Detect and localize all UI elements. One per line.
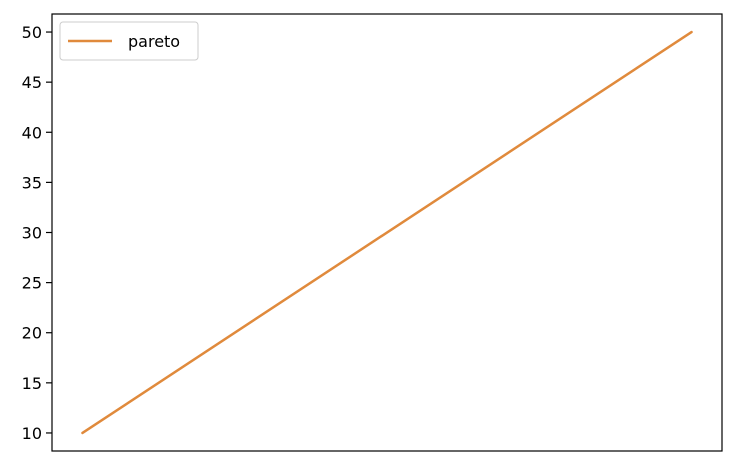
y-tick-label: 10 [22, 424, 42, 443]
series-line-pareto [81, 30, 693, 435]
y-tick-label: 40 [22, 123, 42, 142]
y-tick-label: 20 [22, 324, 42, 343]
plot-frame [51, 13, 723, 452]
y-tick-label: 25 [22, 274, 42, 293]
y-tick-label: 45 [22, 73, 42, 92]
series-layer [81, 30, 693, 435]
legend: pareto [59, 21, 199, 61]
y-tick-label: 30 [22, 224, 42, 243]
y-axis-ticks: 10 15 20 25 30 35 40 45 50 [22, 23, 52, 443]
y-tick-label: 15 [22, 374, 42, 393]
y-tick-label: 35 [22, 173, 42, 192]
legend-label-pareto: pareto [128, 32, 180, 51]
y-tick-label: 50 [22, 23, 42, 42]
legend-box [59, 21, 199, 61]
